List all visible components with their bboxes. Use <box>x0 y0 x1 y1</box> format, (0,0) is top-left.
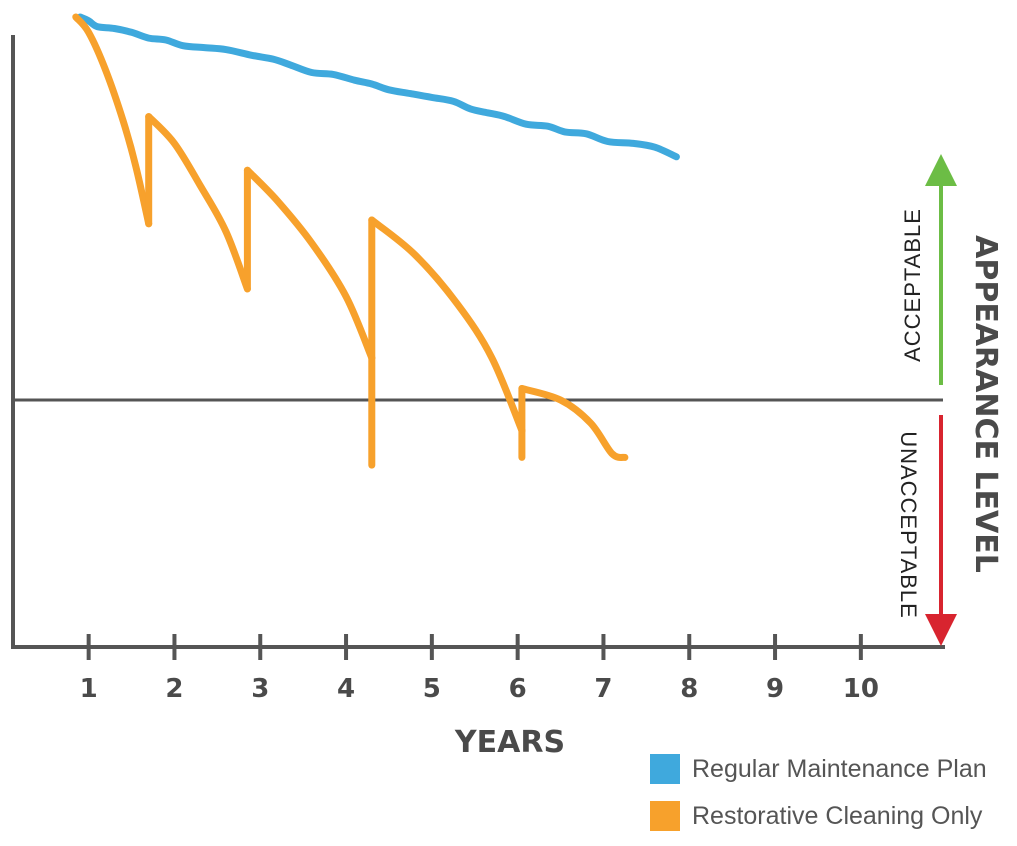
series-line-restorative-cleaning-segment-8 <box>368 216 526 435</box>
x-tick-label-7: 7 <box>594 674 612 704</box>
series-line-restorative-cleaning-segment-3 <box>145 113 251 293</box>
series-line-restorative-cleaning-segment-11 <box>518 385 629 461</box>
x-tick-label-1: 1 <box>80 674 98 704</box>
legend-item-regular-maintenance: Regular Maintenance Plan <box>650 752 987 786</box>
legend-label-restorative-cleaning: Restorative Cleaning Only <box>692 801 983 830</box>
series-line-restorative-cleaning-segment-5 <box>243 166 376 362</box>
x-tick-label-9: 9 <box>766 674 784 704</box>
x-tick-label-2: 2 <box>165 674 183 704</box>
legend: Regular Maintenance Plan Restorative Cle… <box>650 752 987 846</box>
x-tick-label-10: 10 <box>843 674 879 704</box>
legend-swatch-regular-maintenance <box>650 754 680 784</box>
legend-item-restorative-cleaning: Restorative Cleaning Only <box>650 799 987 833</box>
series-line-restorative-cleaning-segment-1 <box>72 13 153 228</box>
x-tick-label-3: 3 <box>251 674 269 704</box>
x-axis-label: YEARS <box>454 725 565 760</box>
acceptable-label: ACCEPTABLE <box>900 208 925 362</box>
x-tick-label-5: 5 <box>423 674 441 704</box>
legend-label-regular-maintenance: Regular Maintenance Plan <box>692 754 987 783</box>
x-tick-label-4: 4 <box>337 674 355 704</box>
x-tick-label-8: 8 <box>680 674 698 704</box>
legend-swatch-restorative-cleaning <box>650 801 680 831</box>
y-axis-label: APPEARANCE LEVEL <box>968 235 1003 573</box>
unacceptable-label: UNACCEPTABLE <box>896 431 921 619</box>
x-tick-label-6: 6 <box>509 674 527 704</box>
series-line-regular-maintenance <box>76 13 680 161</box>
